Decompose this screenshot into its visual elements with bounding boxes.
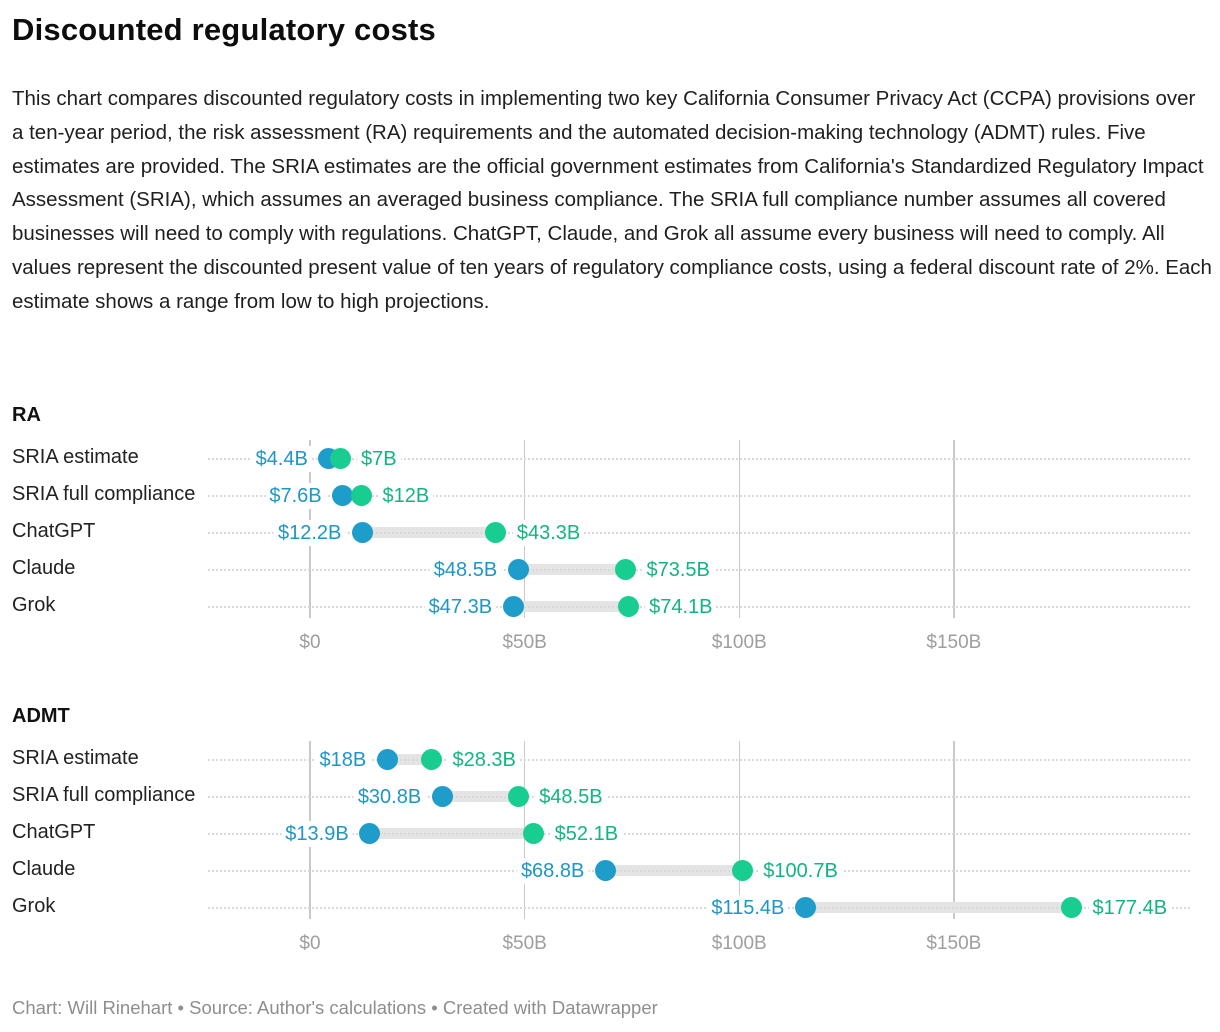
value-label-low: $115.4B: [707, 894, 789, 921]
value-label-low: $18B: [315, 746, 371, 773]
axis-tick-label: $50B: [502, 632, 547, 653]
panel-title: RA: [12, 404, 41, 426]
row-label: Grok: [12, 593, 56, 616]
high-dot[interactable]: [420, 749, 442, 770]
value-label-high: $7B: [357, 445, 401, 472]
value-label-low: $47.3B: [424, 593, 497, 620]
value-label-high: $100.7B: [759, 857, 842, 884]
panel-ra: RA $0 $50B $100B $150B SRIA estimate $4.4B $7B S…: [12, 402, 1208, 660]
row-label: SRIA estimate: [12, 445, 139, 468]
grid-line: [738, 440, 741, 618]
axis-tick-label: $150B: [926, 632, 982, 653]
row-label: SRIA full compliance: [12, 482, 196, 505]
high-dot[interactable]: [523, 823, 545, 844]
low-dot[interactable]: [332, 485, 354, 506]
high-dot[interactable]: [1061, 897, 1083, 918]
axis-tick-label: $50B: [502, 933, 547, 954]
value-label-high: $74.1B: [645, 593, 717, 620]
low-dot[interactable]: [351, 522, 373, 543]
value-label-low: $4.4B: [251, 445, 312, 472]
axis-tick-label: $0: [299, 933, 321, 954]
low-dot[interactable]: [594, 860, 616, 881]
high-dot[interactable]: [507, 786, 529, 807]
row-label: ChatGPT: [12, 519, 96, 542]
value-label-low: $12.2B: [273, 519, 346, 546]
row-label: SRIA full compliance: [12, 783, 196, 806]
high-dot[interactable]: [329, 448, 351, 469]
value-label-high: $48.5B: [535, 783, 607, 810]
grid-line: [953, 440, 955, 618]
row-gridline: [208, 795, 1190, 798]
axis-tick-label: $0: [299, 632, 321, 653]
row-gridline: [208, 869, 1190, 872]
row-gridline: [208, 832, 1190, 835]
chart-footer-byline: Chart: Will Rinehart • Source: Author's …: [12, 997, 658, 1018]
grid-line: [953, 741, 955, 919]
low-dot[interactable]: [431, 786, 453, 807]
axis-tick-label: $100B: [711, 933, 767, 954]
value-label-low: $13.9B: [281, 820, 353, 847]
row-gridline: [208, 758, 1190, 761]
low-dot[interactable]: [794, 897, 816, 918]
value-label-high: $177.4B: [1088, 894, 1172, 921]
row-gridline: [208, 906, 1190, 909]
high-dot[interactable]: [731, 860, 753, 881]
row-label: Grok: [12, 894, 56, 917]
value-label-high: $43.3B: [512, 519, 585, 546]
value-label-high: $52.1B: [550, 820, 623, 847]
panel-title: ADMT: [12, 705, 70, 727]
low-dot[interactable]: [359, 823, 381, 844]
row-label: ChatGPT: [12, 820, 96, 843]
panel-admt: ADMT $0 $50B $100B $150B SRIA estimate $18B $28…: [12, 703, 1208, 961]
high-dot[interactable]: [617, 596, 639, 617]
row-gridline: [208, 494, 1190, 497]
row-gridline: [208, 457, 1190, 460]
page-title: Discounted regulatory costs: [12, 12, 436, 47]
axis-tick-label: $150B: [926, 933, 982, 954]
value-label-low: $68.8B: [516, 857, 589, 884]
axis-tick-label: $100B: [711, 632, 767, 653]
high-dot[interactable]: [485, 522, 507, 543]
grid-line: [738, 741, 741, 919]
low-dot[interactable]: [507, 559, 529, 580]
chart-description: This chart compares discounted regulator…: [12, 87, 1212, 313]
row-gridline: [208, 531, 1190, 534]
value-label-low: $7.6B: [265, 482, 326, 509]
low-dot[interactable]: [376, 749, 398, 770]
row-label: SRIA estimate: [12, 746, 139, 769]
low-dot[interactable]: [502, 596, 524, 617]
row-label: Claude: [12, 556, 76, 579]
value-label-low: $48.5B: [429, 556, 502, 583]
row-label: Claude: [12, 857, 76, 880]
value-label-low: $30.8B: [353, 783, 426, 810]
value-label-high: $28.3B: [448, 746, 520, 773]
high-dot[interactable]: [351, 485, 372, 506]
value-label-high: $73.5B: [642, 556, 714, 583]
value-label-high: $12B: [378, 482, 434, 509]
high-dot[interactable]: [615, 559, 636, 580]
